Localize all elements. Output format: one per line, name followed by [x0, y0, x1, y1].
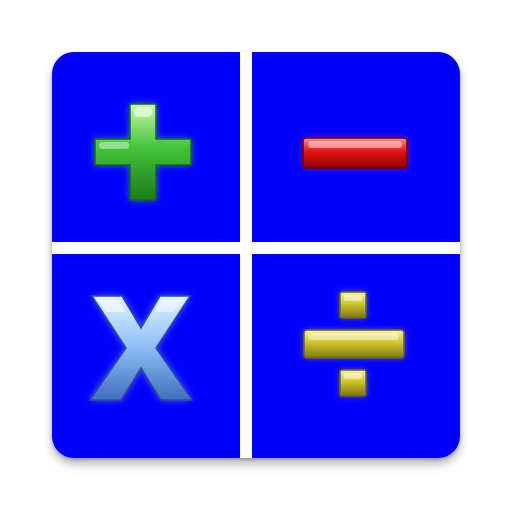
horizontal-divider — [52, 242, 460, 254]
multiply-icon — [88, 292, 194, 404]
divide-icon — [302, 290, 406, 400]
math-app-icon[interactable] — [52, 52, 460, 458]
plus-icon — [88, 98, 198, 208]
vertical-divider — [240, 52, 252, 458]
minus-icon — [300, 134, 410, 174]
